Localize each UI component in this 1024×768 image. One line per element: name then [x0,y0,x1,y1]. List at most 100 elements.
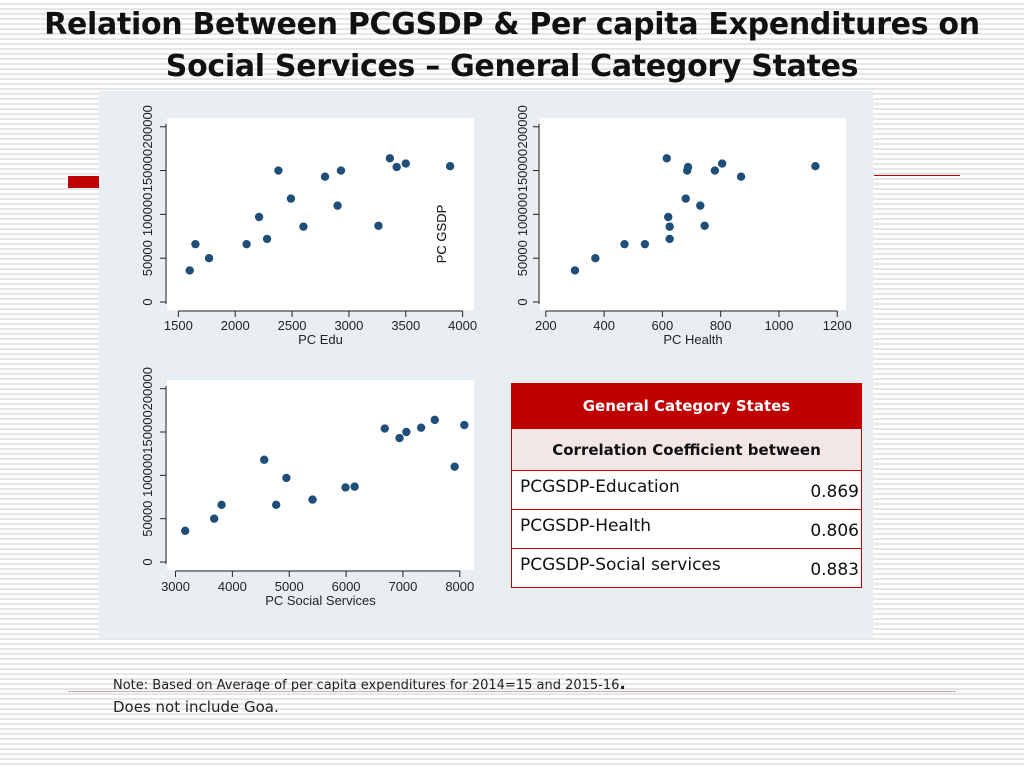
data-point [717,159,727,168]
data-point [662,154,671,163]
data-point [242,239,251,249]
data-point [620,239,629,249]
y-tick-label: 100000 [140,454,155,497]
x-tick-label: 5000 [275,579,304,594]
data-point [282,473,291,483]
row-value: 0.869 [798,470,862,510]
note-line-2: Does not include Goa. [113,698,279,716]
plot-area [167,118,474,310]
x-tick-label: 4000 [448,318,477,333]
row-value: 0.806 [798,509,862,549]
data-point [811,161,820,171]
data-point [254,212,264,222]
data-point [260,455,269,464]
data-point [286,194,296,203]
page-title: Relation Between PCGSDP & Per capita Exp… [40,4,984,88]
y-tick-label: 0 [515,298,530,305]
y-tick-label: 150000 [140,149,155,192]
x-tick-label: 1200 [823,318,852,333]
y-tick-label: 50000 [515,240,530,276]
data-point [460,420,469,430]
x-tick-label: 7000 [388,579,417,594]
data-point [664,212,673,222]
x-tick-label: 3000 [334,318,363,333]
x-tick-label: 1500 [164,318,193,333]
data-point [696,201,705,210]
red-accent-block [68,176,100,188]
data-point [392,162,401,172]
x-tick-label: 600 [652,318,674,333]
data-point [274,166,283,175]
data-point [320,172,330,181]
data-point [681,194,690,203]
y-tick-label: 150000 [515,149,530,192]
y-tick-label: 100000 [140,193,155,236]
y-axis-title: PC GSDP [434,205,449,264]
data-point [336,166,346,175]
data-point [450,462,459,471]
data-point [640,239,650,249]
row-label: PCGSDP-Health [511,509,798,549]
row-label: PCGSDP-Social services [511,548,798,588]
data-point [333,201,342,210]
title-line-1: Relation Between PCGSDP & Per capita Exp… [44,7,980,42]
data-point [191,239,200,249]
plot-area [540,118,846,310]
table-row: PCGSDP-Education 0.869 [511,470,862,510]
x-tick-label: 8000 [445,579,474,594]
data-point [262,234,272,244]
x-axis-title: PC Social Services [265,593,376,608]
data-point [700,221,709,230]
data-point [308,495,317,504]
data-point [665,222,674,231]
note-period: . [619,674,626,694]
note-text: Note: Based on Average of per capita exp… [113,678,620,693]
data-point [180,526,190,535]
title-line-2: Social Services – General Category State… [165,49,859,84]
y-tick-label: 200000 [140,367,155,410]
data-point [271,500,281,509]
y-axis-title: PC GSDP [434,205,449,264]
y-tick-label: 200000 [515,105,530,148]
data-point [209,514,219,523]
y-tick-label: 150000 [140,410,155,453]
x-tick-label: 1000 [765,318,794,333]
x-tick-label: 2000 [221,318,250,333]
x-tick-label: 800 [710,318,732,333]
data-point [385,154,395,163]
table-subheader: Correlation Coefficient between [511,428,862,471]
data-point [374,221,383,230]
data-point [350,482,359,491]
note-divider [68,691,956,692]
x-tick-label: 400 [593,318,615,333]
data-point [380,424,389,433]
note-line-1: Note: Based on Average of per capita exp… [113,674,626,694]
data-point [710,166,720,175]
table-header: General Category States [511,383,862,429]
data-point [570,266,580,275]
data-point [341,483,350,492]
data-point [445,161,455,171]
data-point [736,172,746,181]
row-label: PCGSDP-Education [511,470,798,510]
y-tick-label: 0 [140,298,155,305]
data-point [185,266,194,275]
table-row: PCGSDP-Health 0.806 [511,509,862,549]
data-point [591,253,600,263]
plot-area [167,380,474,570]
data-point [665,234,674,244]
y-tick-label: 100000 [515,193,530,236]
red-accent-line [874,175,960,176]
y-tick-label: 50000 [140,240,155,276]
data-point [683,162,693,172]
x-tick-label: 6000 [332,579,361,594]
y-tick-label: 0 [140,558,155,565]
x-axis-title: PC Edu [298,332,343,347]
x-axis-title: PC Health [663,332,722,347]
table-row: PCGSDP-Social services 0.883 [511,548,862,588]
y-tick-label: 50000 [140,501,155,537]
data-point [402,427,411,437]
